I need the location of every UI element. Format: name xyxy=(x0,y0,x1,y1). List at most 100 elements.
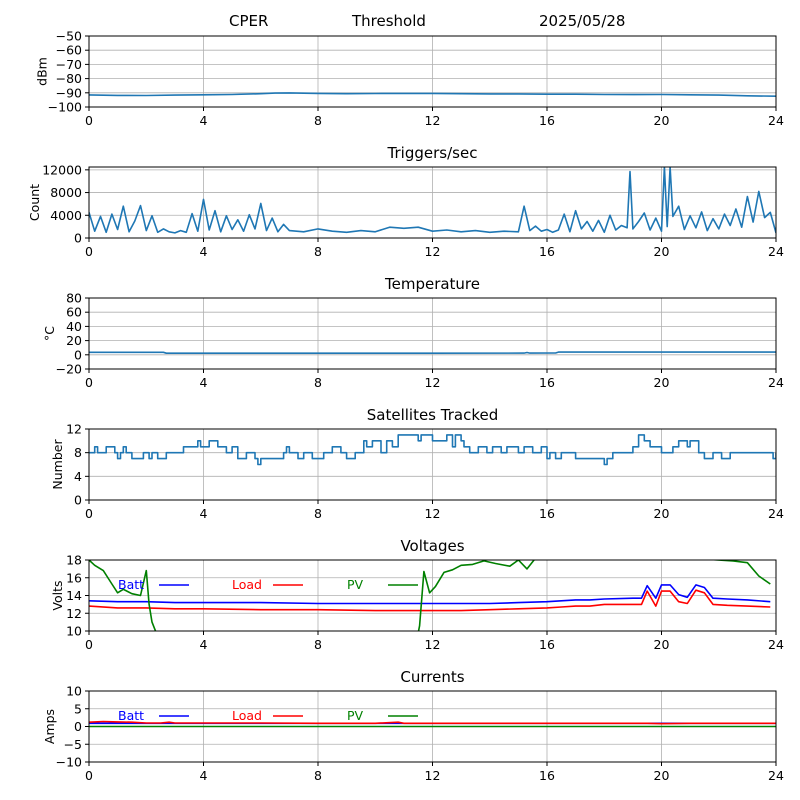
load-series-line xyxy=(89,720,776,725)
x-tick-label: 16 xyxy=(539,113,555,128)
x-tick-label: 0 xyxy=(85,637,93,652)
y-tick-label: 80 xyxy=(66,291,82,306)
trigger-mode: Threshold xyxy=(352,12,426,30)
x-tick-label: 8 xyxy=(314,506,322,521)
x-tick-label: 4 xyxy=(200,113,208,128)
y-tick-label: 14 xyxy=(66,588,82,603)
subplot-title: Satellites Tracked xyxy=(367,406,498,424)
data-series-line xyxy=(89,434,776,466)
y-tick-label: 0 xyxy=(74,231,82,246)
data-series-line xyxy=(89,167,776,234)
y-tick-label: 8 xyxy=(74,445,82,460)
y-tick-label: 12 xyxy=(66,422,82,437)
y-tick-label: 5 xyxy=(74,701,82,716)
x-tick-label: 4 xyxy=(200,768,208,783)
load-series-line xyxy=(89,589,771,612)
x-tick-label: 8 xyxy=(314,113,322,128)
x-tick-label: 20 xyxy=(654,637,670,652)
x-tick-label: 4 xyxy=(200,637,208,652)
satellites-subplot: 0 4 8 12 16 20 24 0 4 8 12 Satellites Tracked Number xyxy=(50,406,784,521)
y-axis-label: Amps xyxy=(42,709,57,744)
x-tick-label: 20 xyxy=(654,375,670,390)
x-tick-label: 0 xyxy=(85,375,93,390)
x-tick-label: 12 xyxy=(425,506,441,521)
x-tick-label: 4 xyxy=(200,244,208,259)
y-tick-label: 16 xyxy=(66,570,82,585)
x-tick-label: 12 xyxy=(425,637,441,652)
y-tick-label: 0 xyxy=(74,493,82,508)
legend-label-load: Load xyxy=(232,708,262,723)
y-tick-label: 40 xyxy=(66,319,82,334)
legend-label-load: Load xyxy=(232,577,262,592)
y-tick-label: −90 xyxy=(56,85,82,100)
y-tick-label: 10 xyxy=(66,624,82,639)
y-tick-label: 0 xyxy=(74,719,82,734)
x-tick-label: 24 xyxy=(768,244,784,259)
report-date: 2025/05/28 xyxy=(539,12,626,30)
y-tick-label: −60 xyxy=(56,43,82,58)
y-tick-label: 12000 xyxy=(42,162,82,177)
y-axis-label: dBm xyxy=(35,57,50,86)
y-tick-label: 4000 xyxy=(50,208,82,223)
x-tick-label: 24 xyxy=(768,637,784,652)
subplot-title: Triggers/sec xyxy=(387,144,478,162)
y-tick-label: −70 xyxy=(56,57,82,72)
station-name: CPER xyxy=(229,12,269,30)
x-tick-label: 12 xyxy=(425,375,441,390)
x-tick-label: 16 xyxy=(539,506,555,521)
y-axis-label: Volts xyxy=(50,580,65,610)
legend-label-batt: Batt xyxy=(118,708,144,723)
subplot-title: Currents xyxy=(400,668,464,686)
x-tick-label: 12 xyxy=(425,113,441,128)
x-tick-label: 24 xyxy=(768,375,784,390)
x-tick-label: 24 xyxy=(768,768,784,783)
x-tick-label: 8 xyxy=(314,768,322,783)
y-tick-label: 18 xyxy=(66,553,82,568)
y-tick-label: 0 xyxy=(74,347,82,362)
y-axis-label: Number xyxy=(50,439,65,490)
subplot-title: Voltages xyxy=(400,537,464,555)
x-tick-label: 20 xyxy=(654,244,670,259)
x-tick-label: 20 xyxy=(654,506,670,521)
y-tick-label: −20 xyxy=(56,362,82,377)
y-tick-label: −5 xyxy=(64,737,82,752)
voltages-subplot: 0 4 8 12 16 20 24 10 12 14 16 18 Voltages Volts Batt Lo… xyxy=(50,537,784,652)
y-tick-label: 10 xyxy=(66,684,82,699)
x-tick-label: 12 xyxy=(425,768,441,783)
legend-label-pv: PV xyxy=(347,577,364,592)
x-tick-label: 16 xyxy=(539,375,555,390)
y-tick-label: 8000 xyxy=(50,185,82,200)
x-tick-label: 0 xyxy=(85,113,93,128)
x-tick-label: 16 xyxy=(539,244,555,259)
x-tick-label: 8 xyxy=(314,375,322,390)
x-tick-label: 20 xyxy=(654,768,670,783)
batt-series-line xyxy=(89,584,771,605)
x-tick-label: 4 xyxy=(200,506,208,521)
noise-subplot: 0 4 8 12 16 20 24 −50−60−70−80−90−100 dBm xyxy=(35,29,784,129)
data-series-line xyxy=(89,351,776,355)
subplot-title: Temperature xyxy=(384,275,480,293)
x-tick-label: 8 xyxy=(314,244,322,259)
triggers-subplot: 0 4 8 12 16 20 24 0 4000 8000 12000 Triggers/sec Cou… xyxy=(27,144,784,259)
legend-label-batt: Batt xyxy=(118,577,144,592)
x-tick-label: 8 xyxy=(314,637,322,652)
x-tick-label: 0 xyxy=(85,506,93,521)
y-axis-label: °C xyxy=(42,326,57,341)
x-tick-label: 0 xyxy=(85,244,93,259)
x-tick-label: 16 xyxy=(539,768,555,783)
y-tick-label: 12 xyxy=(66,606,82,621)
y-tick-label: 60 xyxy=(66,305,82,320)
y-tick-label: −80 xyxy=(56,71,82,86)
data-series-line xyxy=(89,92,776,97)
x-tick-label: 20 xyxy=(654,113,670,128)
y-axis-label: Count xyxy=(27,184,42,221)
x-tick-label: 0 xyxy=(85,768,93,783)
y-tick-label: −100 xyxy=(48,100,82,115)
x-tick-label: 24 xyxy=(768,506,784,521)
pv-series-line xyxy=(89,560,771,631)
x-tick-label: 4 xyxy=(200,375,208,390)
x-tick-label: 12 xyxy=(425,244,441,259)
y-tick-label: −10 xyxy=(56,755,82,770)
